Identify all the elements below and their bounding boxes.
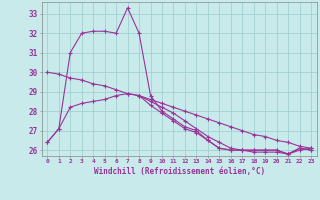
- X-axis label: Windchill (Refroidissement éolien,°C): Windchill (Refroidissement éolien,°C): [94, 167, 265, 176]
